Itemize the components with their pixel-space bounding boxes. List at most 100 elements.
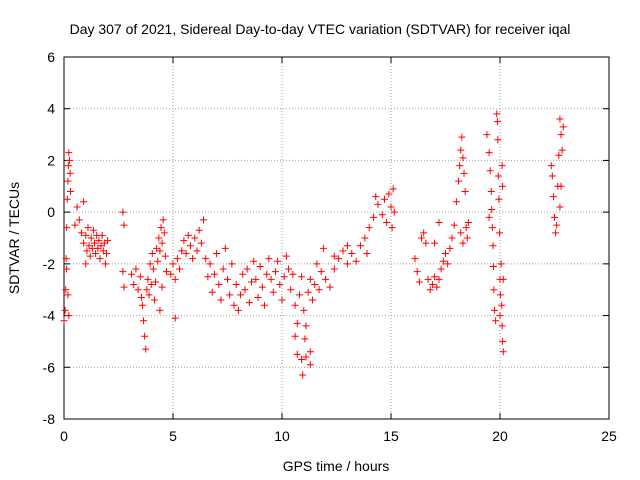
data-point [493, 118, 501, 126]
data-point [169, 260, 177, 268]
data-point [145, 291, 153, 299]
data-point [415, 278, 423, 286]
data-point [193, 247, 201, 255]
data-point [378, 211, 386, 219]
data-point [224, 275, 231, 283]
data-point [557, 182, 565, 190]
data-point [496, 291, 504, 299]
data-point [230, 301, 238, 309]
data-point [173, 255, 181, 263]
data-point [499, 182, 507, 190]
data-point [137, 293, 145, 301]
data-point [89, 226, 97, 234]
data-point [498, 162, 506, 170]
y-tick-label: 6 [47, 49, 55, 65]
data-point [155, 234, 163, 242]
data-point [143, 286, 151, 294]
data-point [86, 252, 94, 260]
data-points [60, 110, 567, 379]
data-point [365, 224, 373, 232]
data-point [247, 278, 255, 286]
data-point [306, 348, 314, 356]
data-point [232, 281, 240, 289]
data-point [245, 299, 253, 307]
data-point [146, 260, 154, 268]
data-point [261, 301, 269, 309]
data-point [490, 286, 498, 294]
data-point [130, 281, 138, 289]
data-point [103, 250, 111, 258]
data-point [61, 306, 69, 314]
data-point [95, 237, 103, 245]
data-point [411, 255, 419, 263]
data-point [549, 193, 557, 201]
y-tick-label: 2 [47, 152, 55, 168]
data-point [241, 286, 249, 294]
data-point [444, 260, 452, 268]
data-point [276, 281, 284, 289]
data-point [304, 288, 312, 296]
data-point [65, 149, 73, 157]
data-point [221, 244, 229, 252]
data-point [390, 208, 398, 216]
data-point [487, 187, 495, 195]
data-point [157, 224, 165, 232]
data-point [457, 229, 465, 237]
data-point [457, 146, 465, 154]
data-point [488, 206, 496, 214]
data-point [228, 260, 236, 268]
data-point [154, 257, 162, 265]
data-point [383, 218, 391, 226]
data-point [171, 314, 179, 322]
data-point [87, 234, 95, 242]
data-point [132, 265, 140, 273]
data-point [263, 270, 271, 278]
data-point [289, 270, 297, 278]
data-point [317, 268, 325, 276]
data-point [63, 265, 71, 273]
data-point [65, 156, 73, 164]
data-point [497, 260, 505, 268]
data-point [65, 312, 73, 320]
data-point [287, 286, 295, 294]
data-point [134, 286, 142, 294]
data-point [80, 239, 88, 247]
data-point [456, 162, 464, 170]
y-tick-label: 4 [47, 101, 55, 117]
x-axis-label: GPS time / hours [283, 458, 390, 474]
data-point [460, 169, 468, 177]
y-tick-label: 0 [47, 204, 55, 220]
data-point [464, 218, 472, 226]
data-point [180, 237, 188, 245]
x-tick-label: 10 [274, 428, 290, 444]
data-point [176, 265, 184, 273]
data-point [335, 255, 343, 263]
data-point [73, 203, 81, 211]
data-point [149, 265, 157, 273]
data-point [128, 270, 136, 278]
x-tick-label: 15 [383, 428, 399, 444]
data-point [267, 275, 275, 283]
data-point [258, 283, 266, 291]
data-point [494, 172, 502, 180]
data-point [66, 169, 74, 177]
data-point [439, 257, 447, 265]
data-point [64, 291, 72, 299]
data-point [326, 283, 334, 291]
data-point [315, 286, 323, 294]
data-point [162, 268, 170, 276]
data-point [210, 270, 218, 278]
data-point [322, 275, 330, 283]
data-point [250, 257, 258, 265]
data-point [208, 288, 216, 296]
data-point [101, 260, 109, 268]
data-point [298, 273, 306, 281]
data-point [159, 216, 167, 224]
data-point [171, 275, 179, 283]
chart-title: Day 307 of 2021, Sidereal Day-to-day VTE… [70, 21, 571, 37]
data-point [387, 203, 395, 211]
data-point [63, 195, 71, 203]
x-tick-label: 25 [601, 428, 617, 444]
data-point [217, 296, 225, 304]
